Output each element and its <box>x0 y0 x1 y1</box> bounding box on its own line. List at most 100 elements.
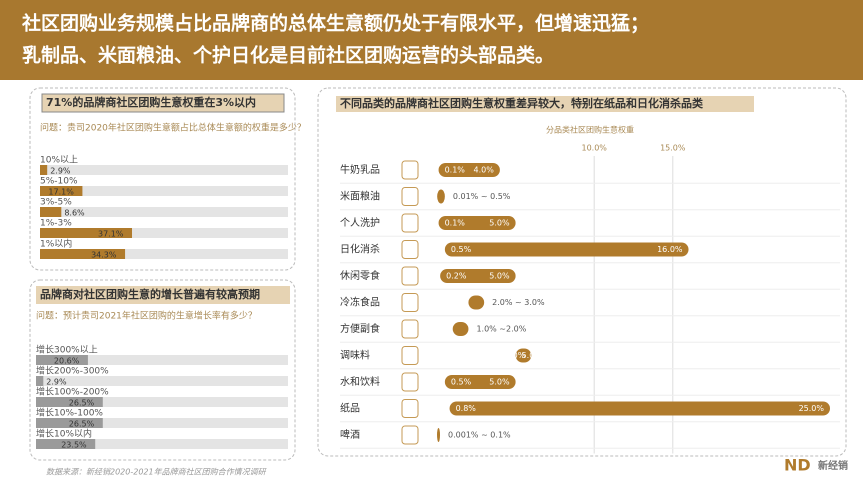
bar-track <box>40 165 288 175</box>
category-label: 冷冻食品 <box>340 296 380 309</box>
axis-title: 分品类社区团购生意权重 <box>546 125 634 135</box>
value-label: 17.1% <box>48 188 74 197</box>
value-label: 0.01% ~ 0.5% <box>453 192 511 201</box>
bar-track <box>40 228 288 238</box>
value-label: 2.9% <box>46 378 67 387</box>
value-label: 0.2% <box>446 272 467 281</box>
value-label: 0.1% <box>445 219 466 228</box>
bar <box>36 355 88 365</box>
value-label: 37.1% <box>98 230 124 239</box>
value-label: 20.6% <box>54 357 80 366</box>
range-bar <box>437 189 445 204</box>
icon <box>401 372 419 392</box>
question: 问题：预计贵司2021年社区团购的生意增长率有多少？ <box>36 310 257 322</box>
category-label: 牛奶乳品 <box>340 163 380 176</box>
range-bar <box>515 348 532 363</box>
value-label: 0.5% <box>451 245 472 254</box>
category-label: 水和饮料 <box>340 375 380 388</box>
category-label: 休闲零食 <box>340 269 380 282</box>
value-label: 0.8% <box>456 404 477 413</box>
panel <box>29 279 296 461</box>
category-label: 方便副食 <box>340 322 380 335</box>
bar <box>40 249 126 259</box>
value-label: 34.3% <box>91 251 117 260</box>
icon <box>401 187 419 206</box>
category-label: 增长10%-100% <box>36 407 103 419</box>
value-label: 26.5% <box>69 420 95 429</box>
range-bar <box>437 428 441 442</box>
bar <box>36 439 96 449</box>
range-bar <box>468 295 485 310</box>
value-label: 25.0% <box>799 404 825 413</box>
x-tick-label: 10.0% <box>581 144 607 153</box>
category-label: 日化消杀 <box>340 243 380 256</box>
title-box <box>41 93 285 113</box>
category-label: 1%以内 <box>40 238 72 250</box>
value-label: 2.0% ~ 3.0% <box>492 298 545 307</box>
title-box <box>336 96 754 112</box>
value-label: 5.0% <box>522 351 543 360</box>
bar-track <box>36 376 288 386</box>
value-label: 4.0% <box>474 166 495 175</box>
bar <box>40 207 62 217</box>
value-label: 6.0% <box>505 351 526 360</box>
bar <box>36 418 103 428</box>
bar-track <box>36 397 288 407</box>
category-label: 1%-3% <box>40 219 72 229</box>
chart-title: 不同品类的品牌商社区团购生意权重差异较大，特别在纸品和日化消杀品类 <box>340 96 704 110</box>
bar <box>36 397 103 407</box>
range-bar <box>452 322 469 336</box>
category-label: 个人洗护 <box>340 216 380 229</box>
bar-track <box>36 418 288 428</box>
value-label: 16.0% <box>657 245 683 254</box>
bar-track <box>40 249 288 259</box>
chart-title: 71%的品牌商社区团购生意权重在3%以内 <box>46 95 256 109</box>
icon <box>401 346 419 365</box>
icon <box>401 319 419 339</box>
range-bar <box>444 242 689 257</box>
header-title: 社区团购业务规模占比品牌商的总体生意额仍处于有限水平，但增速迅猛； <box>21 12 649 35</box>
value-label: 1.0% ~2.0% <box>476 325 526 334</box>
range-bar <box>438 163 500 177</box>
value-label: 26.5% <box>69 399 95 408</box>
icon <box>401 240 419 259</box>
category-label: 10%以上 <box>40 155 78 166</box>
value-label: 0.1% <box>445 166 466 175</box>
category-label: 增长300%以上 <box>36 344 98 356</box>
value-label: 2.9% <box>50 167 71 176</box>
source: 数据来源：新经销2020-2021年品牌商社区团购合作情况调研 <box>46 468 268 477</box>
icon <box>401 399 419 418</box>
category-label: 增长200%-300% <box>36 365 109 377</box>
category-label: 3%-5% <box>40 198 72 208</box>
value-label: 23.5% <box>61 441 87 450</box>
category-label: 纸品 <box>340 402 360 415</box>
category-label: 5%-10% <box>40 177 78 187</box>
logo-mark: ND <box>784 456 811 475</box>
range-bar <box>444 375 516 389</box>
value-label: 5.0% <box>489 378 510 387</box>
logo: 新经销 <box>818 459 848 472</box>
icon <box>401 160 419 180</box>
icon <box>401 425 419 445</box>
bar-track <box>36 355 288 365</box>
bar-track <box>40 186 288 196</box>
bar-track <box>40 207 288 217</box>
value-label: 0.5% <box>451 378 472 387</box>
panel <box>317 87 847 457</box>
x-tick-label: 15.0% <box>660 144 686 153</box>
bar <box>36 376 44 386</box>
value-label: 5.0% <box>489 272 510 281</box>
value-label: 5.0% <box>489 219 510 228</box>
category-label: 增长100%-200% <box>36 386 109 398</box>
panel <box>29 87 296 271</box>
range-bar <box>440 269 516 283</box>
title-box <box>36 286 290 304</box>
category-label: 调味料 <box>340 349 370 362</box>
category-label: 啤酒 <box>340 429 360 441</box>
category-label: 米面粮油 <box>340 190 380 203</box>
chart-title: 品牌商对社区团购生意的增长普遍有较高预期 <box>40 287 260 301</box>
value-label: 8.6% <box>64 209 85 218</box>
bar-track <box>36 439 288 449</box>
icon <box>401 213 419 233</box>
icon <box>401 266 419 286</box>
